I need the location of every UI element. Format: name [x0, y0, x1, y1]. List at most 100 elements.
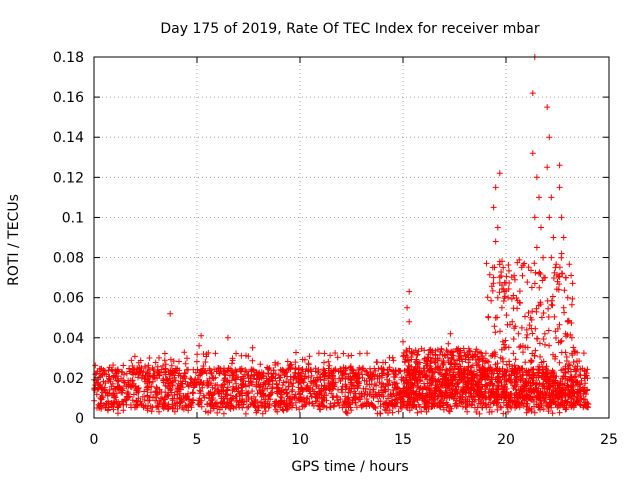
data-point	[377, 410, 384, 417]
data-point	[286, 395, 293, 402]
data-point	[340, 350, 347, 357]
data-point	[214, 381, 221, 388]
data-point	[546, 400, 553, 407]
data-point	[504, 366, 511, 373]
data-point	[572, 368, 579, 375]
data-point	[257, 389, 263, 396]
data-point	[568, 272, 575, 279]
data-point	[485, 359, 492, 365]
data-point	[452, 383, 458, 390]
data-point	[132, 370, 139, 377]
data-point	[237, 376, 244, 383]
data-point	[511, 272, 518, 279]
data-point	[403, 347, 410, 354]
data-point	[494, 400, 501, 407]
data-point	[296, 372, 303, 379]
data-point	[239, 404, 246, 411]
data-point	[409, 372, 415, 379]
data-point	[242, 410, 249, 417]
data-point	[315, 350, 322, 357]
data-point	[511, 383, 518, 390]
data-point	[569, 352, 576, 359]
data-point	[323, 397, 330, 404]
data-point	[490, 350, 497, 357]
y-tick-label: 0.12	[53, 170, 84, 186]
data-point	[358, 393, 365, 400]
data-point	[494, 294, 501, 301]
data-point	[342, 408, 349, 415]
data-point	[144, 393, 151, 400]
data-point	[531, 371, 538, 378]
data-point	[554, 400, 561, 407]
data-point	[245, 396, 252, 403]
data-point	[518, 376, 525, 383]
data-point	[327, 352, 334, 359]
data-point	[190, 366, 197, 373]
data-point	[279, 382, 286, 389]
data-point	[429, 403, 436, 410]
data-point	[114, 367, 121, 374]
data-point	[524, 279, 531, 286]
data-point	[249, 381, 256, 388]
data-point	[105, 398, 111, 405]
data-point	[503, 287, 510, 294]
data-point	[451, 391, 458, 398]
data-point	[238, 384, 245, 391]
data-point	[271, 402, 278, 409]
data-point	[528, 267, 534, 274]
data-point	[460, 373, 467, 380]
data-point	[424, 376, 431, 383]
data-point	[275, 360, 281, 367]
data-point	[551, 313, 558, 320]
data-point	[370, 389, 376, 395]
data-point	[250, 375, 257, 382]
data-point	[404, 369, 411, 376]
data-point	[264, 365, 271, 372]
data-point	[580, 396, 587, 403]
data-point	[567, 382, 574, 389]
data-point	[176, 390, 183, 397]
data-point	[347, 389, 354, 396]
data-point	[197, 388, 204, 395]
data-point	[503, 312, 510, 319]
data-point	[548, 370, 555, 376]
data-point	[564, 294, 571, 301]
data-point	[232, 366, 239, 373]
data-point	[448, 387, 455, 393]
data-point	[543, 371, 550, 378]
data-point	[236, 366, 243, 373]
data-point	[545, 305, 552, 312]
data-point	[185, 402, 192, 409]
data-point	[558, 250, 565, 257]
data-point	[473, 372, 479, 379]
data-point	[514, 305, 521, 312]
data-point	[454, 390, 461, 397]
axis-ticks: 0 0.02 0.04 0.06 0.08 0.1 0.12 0.14 0.16 0.18 0 5 10…	[53, 50, 618, 448]
data-point	[321, 377, 327, 384]
data-point	[527, 359, 534, 366]
data-point	[274, 390, 281, 397]
y-tick-label: 0.18	[53, 50, 84, 66]
data-point	[525, 264, 532, 271]
data-point	[243, 368, 250, 375]
data-point	[368, 400, 375, 407]
data-point	[221, 375, 228, 382]
data-point	[257, 383, 264, 390]
data-point	[467, 380, 474, 387]
data-point	[414, 384, 421, 391]
data-point	[527, 314, 534, 321]
data-point	[189, 399, 196, 406]
data-point	[499, 365, 506, 372]
data-point	[269, 384, 276, 391]
data-point	[543, 363, 550, 370]
data-point	[490, 204, 497, 211]
data-point	[529, 366, 536, 373]
data-points	[91, 54, 592, 417]
data-point	[506, 394, 513, 401]
data-point	[93, 391, 100, 398]
data-point	[425, 400, 432, 407]
data-point	[153, 389, 160, 396]
data-point	[509, 318, 516, 325]
data-point	[486, 365, 493, 372]
data-point	[409, 389, 416, 396]
